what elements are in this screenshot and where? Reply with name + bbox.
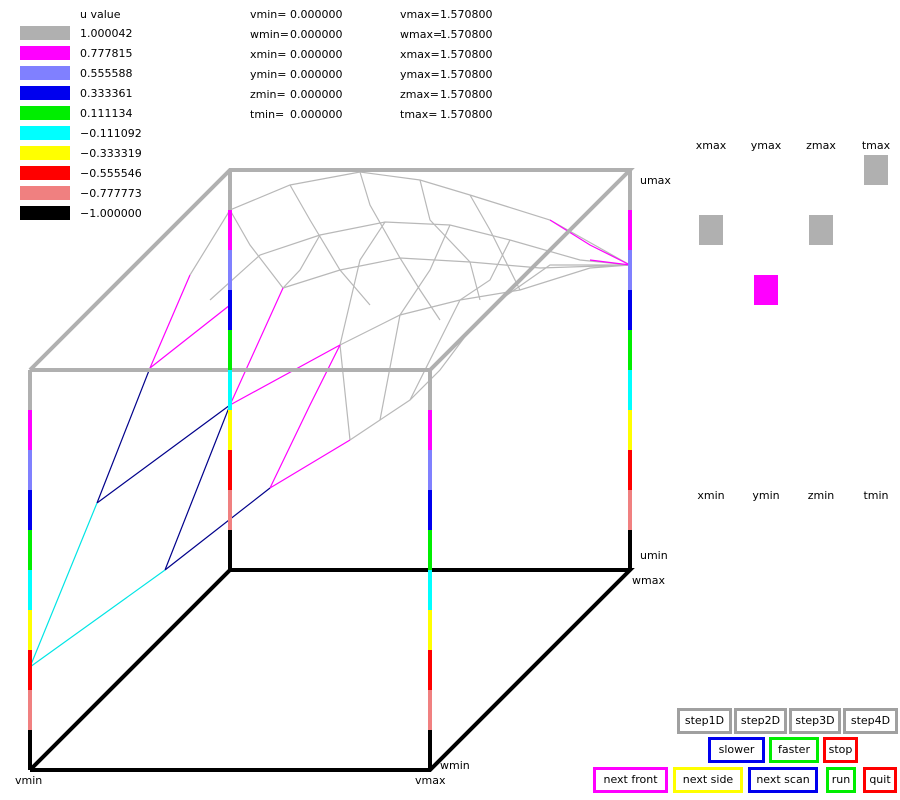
button-label[interactable]: step4D bbox=[851, 714, 890, 727]
legend-swatch bbox=[20, 186, 70, 200]
button-label[interactable]: next scan bbox=[756, 773, 809, 786]
range-min: 0.000000 bbox=[290, 88, 343, 101]
range-min-name: tmin= bbox=[250, 108, 284, 121]
legend-swatch bbox=[20, 46, 70, 60]
slider-min-label: ymin bbox=[752, 489, 779, 502]
range-max: 1.570800 bbox=[440, 8, 493, 21]
button[interactable] bbox=[823, 737, 858, 763]
button-label[interactable]: quit bbox=[869, 773, 891, 786]
slider-knob[interactable] bbox=[809, 215, 833, 245]
range-max-name: zmax= bbox=[400, 88, 439, 101]
range-max: 1.570800 bbox=[440, 108, 493, 121]
slider-min-label: xmin bbox=[697, 489, 724, 502]
slider-min-label: tmin bbox=[863, 489, 888, 502]
range-min: 0.000000 bbox=[290, 8, 343, 21]
axis-label: wmin bbox=[440, 759, 470, 772]
slider-min-label: zmin bbox=[808, 489, 835, 502]
legend-label: 0.777815 bbox=[80, 47, 133, 60]
slider-max-label: tmax bbox=[862, 139, 891, 152]
button[interactable] bbox=[843, 708, 898, 734]
button[interactable] bbox=[673, 767, 743, 793]
legend-label: 1.000042 bbox=[80, 27, 133, 40]
button[interactable] bbox=[734, 708, 787, 734]
legend-label: −0.777773 bbox=[80, 187, 142, 200]
mesh-magenta bbox=[149, 219, 631, 489]
colored-edges bbox=[28, 170, 632, 770]
slider-max-label: ymax bbox=[751, 139, 782, 152]
button[interactable] bbox=[769, 737, 819, 763]
button[interactable] bbox=[677, 708, 732, 734]
range-min: 0.000000 bbox=[290, 28, 343, 41]
range-max-name: wmax= bbox=[400, 28, 442, 41]
mesh-gray bbox=[189, 171, 631, 441]
legend-swatch bbox=[20, 66, 70, 80]
slider-knob[interactable] bbox=[754, 275, 778, 305]
button[interactable] bbox=[708, 737, 765, 763]
legend-label: −0.555546 bbox=[80, 167, 142, 180]
button[interactable] bbox=[748, 767, 818, 793]
range-max: 1.570800 bbox=[440, 68, 493, 81]
range-min-name: vmin= bbox=[250, 8, 286, 21]
mesh-blue bbox=[96, 367, 271, 571]
legend-label: −0.333319 bbox=[80, 147, 142, 160]
legend-swatch bbox=[20, 26, 70, 40]
button[interactable] bbox=[789, 708, 841, 734]
legend-swatch bbox=[20, 86, 70, 100]
legend-label: 0.555588 bbox=[80, 67, 133, 80]
range-max: 1.570800 bbox=[440, 28, 493, 41]
axis-label: umax bbox=[640, 174, 671, 187]
legend-label: 0.111134 bbox=[80, 107, 133, 120]
axis-label: umin bbox=[640, 549, 668, 562]
button-label[interactable]: step2D bbox=[741, 714, 780, 727]
range-min-name: xmin= bbox=[250, 48, 286, 61]
slider-knob[interactable] bbox=[699, 215, 723, 245]
legend-swatch bbox=[20, 166, 70, 180]
range-min: 0.000000 bbox=[290, 68, 343, 81]
range-max-name: xmax= bbox=[400, 48, 440, 61]
range-min: 0.000000 bbox=[290, 108, 343, 121]
button-label[interactable]: step3D bbox=[795, 714, 834, 727]
range-max: 1.570800 bbox=[440, 48, 493, 61]
range-max-name: tmax= bbox=[400, 108, 438, 121]
legend-label: −1.000000 bbox=[80, 207, 142, 220]
axis-label: vmin bbox=[15, 774, 42, 787]
legend-label: −0.111092 bbox=[80, 127, 142, 140]
slider-max-label: zmax bbox=[806, 139, 836, 152]
range-min-name: ymin= bbox=[250, 68, 286, 81]
button-label[interactable]: run bbox=[832, 773, 850, 786]
legend-title: u value bbox=[80, 8, 121, 21]
button[interactable] bbox=[826, 767, 856, 793]
button-label[interactable]: stop bbox=[829, 743, 853, 756]
button[interactable] bbox=[863, 767, 897, 793]
legend-swatch bbox=[20, 126, 70, 140]
range-max-name: vmax= bbox=[400, 8, 440, 21]
range-min: 0.000000 bbox=[290, 48, 343, 61]
range-max: 1.570800 bbox=[440, 88, 493, 101]
cube bbox=[28, 168, 635, 772]
button[interactable] bbox=[593, 767, 668, 793]
legend-label: 0.333361 bbox=[80, 87, 133, 100]
button-label[interactable]: faster bbox=[778, 743, 810, 756]
button-label[interactable]: step1D bbox=[685, 714, 724, 727]
range-min-name: wmin= bbox=[250, 28, 289, 41]
button-label[interactable]: slower bbox=[719, 743, 755, 756]
range-max-name: ymax= bbox=[400, 68, 440, 81]
mesh-cyan bbox=[29, 502, 166, 668]
axis-label: wmax bbox=[632, 574, 665, 587]
slider-max-label: xmax bbox=[696, 139, 727, 152]
range-min-name: zmin= bbox=[250, 88, 286, 101]
axis-label: vmax bbox=[415, 774, 446, 787]
legend-swatch bbox=[20, 206, 70, 220]
button-label[interactable]: next side bbox=[683, 773, 734, 786]
legend-swatch bbox=[20, 106, 70, 120]
slider-knob[interactable] bbox=[864, 155, 888, 185]
mesh bbox=[29, 171, 631, 668]
legend-swatch bbox=[20, 146, 70, 160]
button-label[interactable]: next front bbox=[603, 773, 658, 786]
